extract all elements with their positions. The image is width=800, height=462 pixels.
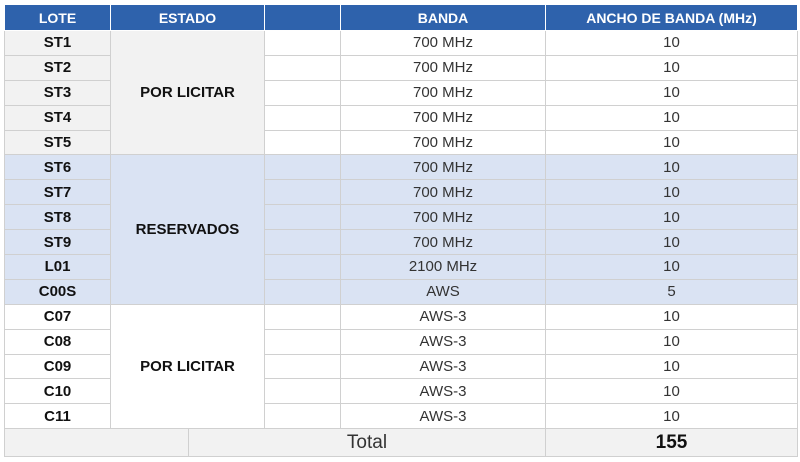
total-label: Total: [188, 428, 546, 458]
banda-cell: 700 MHz: [340, 154, 546, 181]
banda-cell: AWS-3: [340, 378, 546, 405]
blank-cell: [264, 179, 341, 206]
banda-cell: 2100 MHz: [340, 254, 546, 280]
ancho-cell: 10: [545, 378, 798, 405]
ancho-cell: 10: [545, 30, 798, 56]
blank-cell: [264, 204, 341, 231]
banda-cell: 700 MHz: [340, 54, 546, 81]
lote-cell: ST5: [4, 129, 111, 156]
blank-cell: [264, 30, 341, 56]
lote-cell: ST6: [4, 154, 111, 181]
banda-cell: 700 MHz: [340, 30, 546, 56]
ancho-cell: 10: [545, 179, 798, 206]
ancho-cell: 10: [545, 328, 798, 355]
blank-cell: [264, 378, 341, 405]
ancho-cell: 10: [545, 403, 798, 430]
blank-cell: [264, 403, 341, 430]
lote-cell: ST9: [4, 229, 111, 256]
ancho-cell: 10: [545, 254, 798, 280]
banda-cell: AWS-3: [340, 403, 546, 430]
estado-cell: POR LICITAR: [110, 29, 265, 156]
lote-cell: C11: [4, 403, 111, 430]
blank-cell: [264, 278, 341, 305]
header-cell: LOTE: [4, 4, 111, 31]
lote-cell: C08: [4, 328, 111, 355]
lote-cell: ST4: [4, 104, 111, 131]
lote-cell: C09: [4, 353, 111, 380]
blank-cell: [264, 328, 341, 355]
table-row: ST9 700 MHz 10: [4, 229, 798, 256]
blank-cell: [264, 303, 341, 330]
table-row: C10 AWS-3 10: [4, 378, 798, 405]
blank-cell: [264, 229, 341, 256]
banda-cell: AWS-3: [340, 353, 546, 380]
table-row: C09 AWS-3 10: [4, 353, 798, 380]
header-cell: ANCHO DE BANDA (MHz): [545, 4, 798, 31]
table-row: C00S AWS 5: [4, 278, 798, 305]
banda-cell: 700 MHz: [340, 229, 546, 256]
banda-cell: 700 MHz: [340, 129, 546, 156]
header-cell: ESTADO: [110, 4, 265, 31]
table-body: ST1 POR LICITAR 700 MHz 10 ST2 700 MHz 10 ST3 70…: [4, 29, 798, 458]
header-cell: BANDA: [340, 4, 546, 31]
ancho-cell: 10: [545, 154, 798, 181]
total-value: 155: [545, 428, 798, 458]
blank-cell: [264, 79, 341, 106]
ancho-cell: 10: [545, 303, 798, 330]
table-row: ST7 700 MHz 10: [4, 179, 798, 206]
ancho-cell: 10: [545, 129, 798, 156]
total-blank: [4, 428, 189, 458]
lote-cell: L01: [4, 254, 111, 280]
ancho-cell: 10: [545, 104, 798, 131]
banda-cell: 700 MHz: [340, 204, 546, 231]
ancho-cell: 5: [545, 278, 798, 305]
header-blank: [264, 4, 341, 31]
ancho-cell: 10: [545, 353, 798, 380]
lote-cell: ST2: [4, 54, 111, 81]
lote-cell: C00S: [4, 278, 111, 305]
blank-cell: [264, 129, 341, 156]
lote-cell: C07: [4, 303, 111, 330]
banda-cell: AWS-3: [340, 328, 546, 355]
lote-cell: ST7: [4, 179, 111, 206]
table-row: ST6 RESERVADOS 700 MHz 10: [4, 154, 798, 305]
header-row: LOTE ESTADO BANDA ANCHO DE BANDA (MHz): [4, 4, 798, 31]
table-row: ST3 700 MHz 10: [4, 79, 798, 106]
table-row: ST5 700 MHz 10: [4, 129, 798, 156]
lote-cell: ST3: [4, 79, 111, 106]
blank-cell: [264, 154, 341, 181]
ancho-cell: 10: [545, 54, 798, 81]
ancho-cell: 10: [545, 229, 798, 256]
lote-cell: ST8: [4, 204, 111, 231]
banda-cell: AWS: [340, 278, 546, 305]
blank-cell: [264, 54, 341, 81]
banda-cell: 700 MHz: [340, 79, 546, 106]
banda-cell: AWS-3: [340, 303, 546, 330]
table-row: ST2 700 MHz 10: [4, 54, 798, 81]
lote-cell: ST1: [4, 30, 111, 56]
estado-cell: RESERVADOS: [110, 154, 265, 305]
ancho-cell: 10: [545, 79, 798, 106]
lote-cell: C10: [4, 378, 111, 405]
blank-cell: [264, 104, 341, 131]
banda-cell: 700 MHz: [340, 104, 546, 131]
bandwidth-table: LOTE ESTADO BANDA ANCHO DE BANDA (MHz) S…: [4, 4, 798, 458]
table-row: C07 POR LICITAR AWS-3 10: [4, 303, 798, 430]
table-row: ST1 POR LICITAR 700 MHz 10: [4, 29, 798, 156]
ancho-cell: 10: [545, 204, 798, 231]
total-row: Total 155: [4, 428, 798, 458]
estado-cell: POR LICITAR: [110, 303, 265, 430]
banda-cell: 700 MHz: [340, 179, 546, 206]
table-row: ST4 700 MHz 10: [4, 104, 798, 131]
blank-cell: [264, 353, 341, 380]
blank-cell: [264, 254, 341, 280]
